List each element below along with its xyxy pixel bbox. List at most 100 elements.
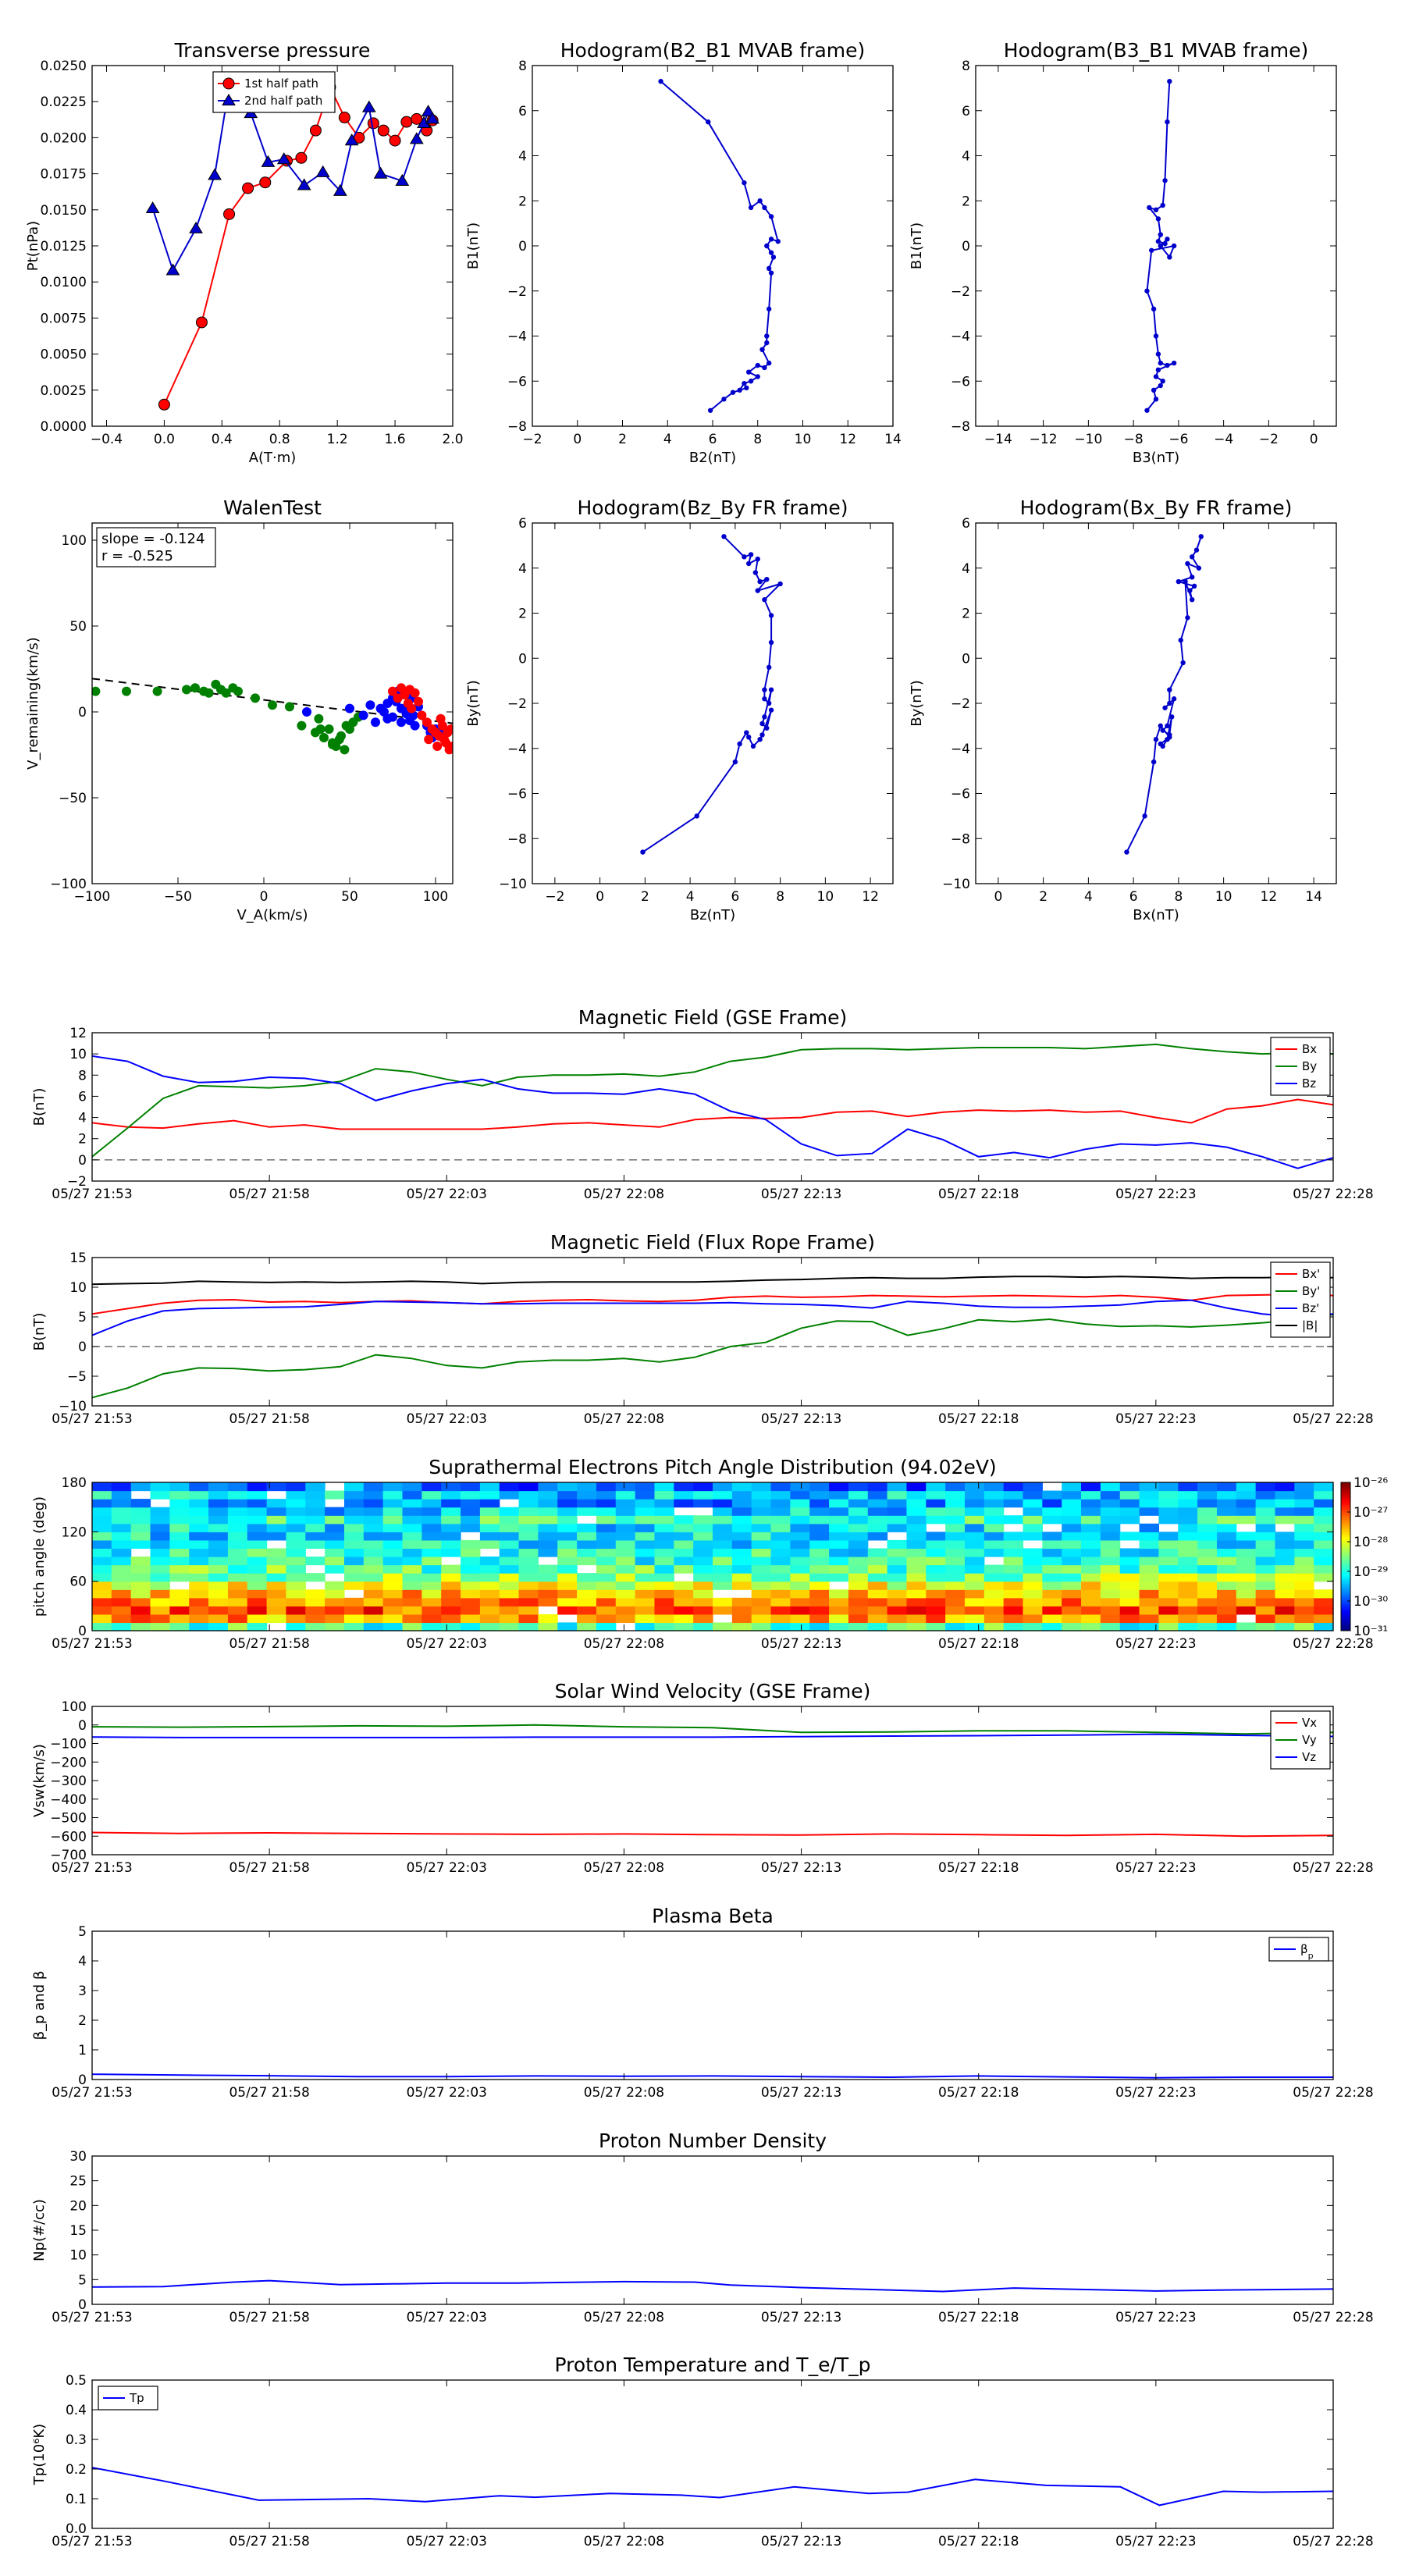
- heatmap-cell: [150, 1507, 170, 1516]
- series-line: [660, 80, 780, 411]
- heatmap-cell: [1042, 1614, 1062, 1624]
- heatmap-cell: [654, 1482, 674, 1492]
- heatmap-cell: [751, 1499, 772, 1508]
- heatmap-cell: [848, 1523, 869, 1532]
- data-point: [764, 576, 770, 582]
- chart-title: Proton Number Density: [599, 2129, 827, 2152]
- plot-frame: [91, 2155, 1334, 2305]
- data-point: [1185, 560, 1190, 567]
- heatmap-cell: [169, 1490, 190, 1500]
- heatmap-cell: [479, 1564, 500, 1574]
- data-point: [1171, 696, 1177, 702]
- heatmap-cell: [538, 1490, 558, 1500]
- heatmap-cell: [906, 1557, 927, 1566]
- heatmap-cell: [208, 1557, 229, 1566]
- heatmap-cell: [130, 1597, 151, 1606]
- colorbar-step: [1341, 1497, 1350, 1500]
- heatmap-cell: [227, 1622, 248, 1631]
- heatmap-cell: [305, 1515, 325, 1525]
- heatmap-cell: [674, 1622, 694, 1631]
- heatmap-cell: [422, 1564, 442, 1574]
- heatmap-cell: [461, 1490, 481, 1500]
- heatmap-cell: [1236, 1490, 1257, 1500]
- chart-title: Proton Temperature and T_e/T_p: [554, 2354, 870, 2376]
- heatmap-cell: [557, 1490, 578, 1500]
- heatmap-cell: [674, 1523, 694, 1532]
- legend-subscript: p: [1308, 1951, 1314, 1961]
- heatmap-cell: [130, 1523, 151, 1532]
- data-point: [755, 374, 760, 379]
- heatmap-cell: [887, 1515, 908, 1525]
- y-tick-label: −5: [67, 1369, 87, 1385]
- heatmap-cell: [557, 1573, 578, 1582]
- heatmap-cell: [441, 1532, 461, 1541]
- heatmap-cell: [1255, 1557, 1276, 1566]
- y-tick-label: −6: [507, 374, 527, 390]
- chart-hodo_mvab1: −2 0 2 4 6 8 10 12 14−8−6−4−202468Hodogram(B2_B1…: [465, 39, 902, 466]
- data-point: [145, 201, 160, 214]
- y-axis-label: B1(nT): [909, 222, 925, 269]
- heatmap-cell: [926, 1507, 946, 1516]
- data-point: [775, 239, 781, 244]
- heatmap-cell: [305, 1606, 325, 1615]
- heatmap-cell: [382, 1482, 404, 1492]
- heatmap-cell: [479, 1589, 500, 1599]
- y-tick-label: −2: [507, 696, 527, 712]
- heatmap-cell: [731, 1557, 752, 1566]
- data-point: [333, 183, 347, 196]
- heatmap-cell: [751, 1490, 772, 1500]
- data-point: [737, 741, 742, 747]
- heatmap-cell: [1139, 1581, 1159, 1590]
- x-tick-label: 100: [423, 889, 448, 905]
- colorbar-step: [1341, 1568, 1350, 1572]
- chart-title: Transverse pressure: [174, 39, 371, 62]
- heatmap-cell: [926, 1557, 946, 1566]
- data-point: [1165, 723, 1170, 729]
- heatmap-cell: [518, 1515, 539, 1525]
- data-point: [1160, 202, 1165, 208]
- data-point: [1167, 254, 1172, 260]
- heatmap-cell: [557, 1515, 578, 1525]
- heatmap-cell: [1003, 1499, 1024, 1508]
- heatmap-cell: [926, 1564, 946, 1574]
- colorbar-step: [1341, 1500, 1350, 1503]
- y-tick-label: 120: [62, 1525, 87, 1540]
- x-tick-label: 05/27 21:58: [229, 1636, 309, 1652]
- x-tick-label: −10: [1074, 432, 1102, 447]
- heatmap-cell: [169, 1539, 190, 1550]
- heatmap-cell: [577, 1606, 597, 1615]
- y-tick-label: 12: [69, 1026, 87, 1041]
- chart-title: Hodogram(Bz_By FR frame): [577, 496, 848, 519]
- colorbar-step: [1341, 1571, 1350, 1574]
- heatmap-cell: [984, 1539, 1005, 1550]
- data-point: [759, 720, 765, 727]
- data-point: [762, 365, 767, 371]
- heatmap-cell: [1275, 1482, 1295, 1492]
- heatmap-cell: [130, 1539, 151, 1550]
- heatmap-cell: [92, 1589, 112, 1599]
- heatmap-cell: [693, 1539, 713, 1550]
- heatmap-cell: [1139, 1614, 1159, 1624]
- heatmap-cell: [189, 1573, 209, 1582]
- heatmap-cell: [1139, 1548, 1159, 1557]
- heatmap-cell: [1236, 1573, 1257, 1582]
- heatmap-cell: [1216, 1482, 1237, 1492]
- y-tick-label: 0: [518, 239, 527, 254]
- heatmap-cell: [92, 1564, 112, 1574]
- heatmap-cell: [577, 1499, 597, 1508]
- heatmap-cell: [227, 1564, 248, 1574]
- colorbar-step: [1341, 1534, 1350, 1538]
- heatmap-cell: [906, 1507, 927, 1516]
- x-tick-label: 05/27 21:53: [52, 1411, 132, 1427]
- chart-title: WalenTest: [223, 496, 322, 519]
- heatmap-cell: [984, 1597, 1005, 1606]
- heatmap-cell: [499, 1589, 520, 1599]
- heatmap-cell: [479, 1614, 500, 1624]
- x-tick-label: −50: [164, 889, 192, 905]
- heatmap-cell: [1236, 1532, 1257, 1541]
- heatmap-cell: [1062, 1564, 1082, 1574]
- heatmap-cell: [674, 1597, 694, 1606]
- heatmap-cell: [1275, 1490, 1295, 1500]
